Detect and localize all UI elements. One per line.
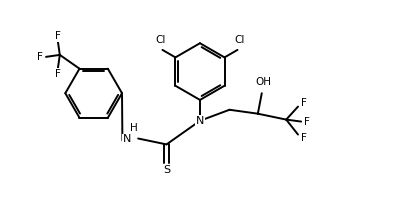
Text: OH: OH — [256, 77, 272, 87]
Text: F: F — [55, 69, 61, 79]
Text: H: H — [130, 123, 138, 133]
Text: N: N — [123, 134, 131, 144]
Text: N: N — [196, 116, 204, 126]
Text: Cl: Cl — [155, 35, 166, 45]
Text: S: S — [163, 165, 170, 175]
Text: Cl: Cl — [234, 35, 245, 45]
Text: F: F — [301, 98, 307, 108]
Text: F: F — [37, 52, 43, 62]
Text: F: F — [304, 117, 310, 126]
Text: F: F — [301, 134, 307, 144]
Text: F: F — [55, 31, 61, 41]
